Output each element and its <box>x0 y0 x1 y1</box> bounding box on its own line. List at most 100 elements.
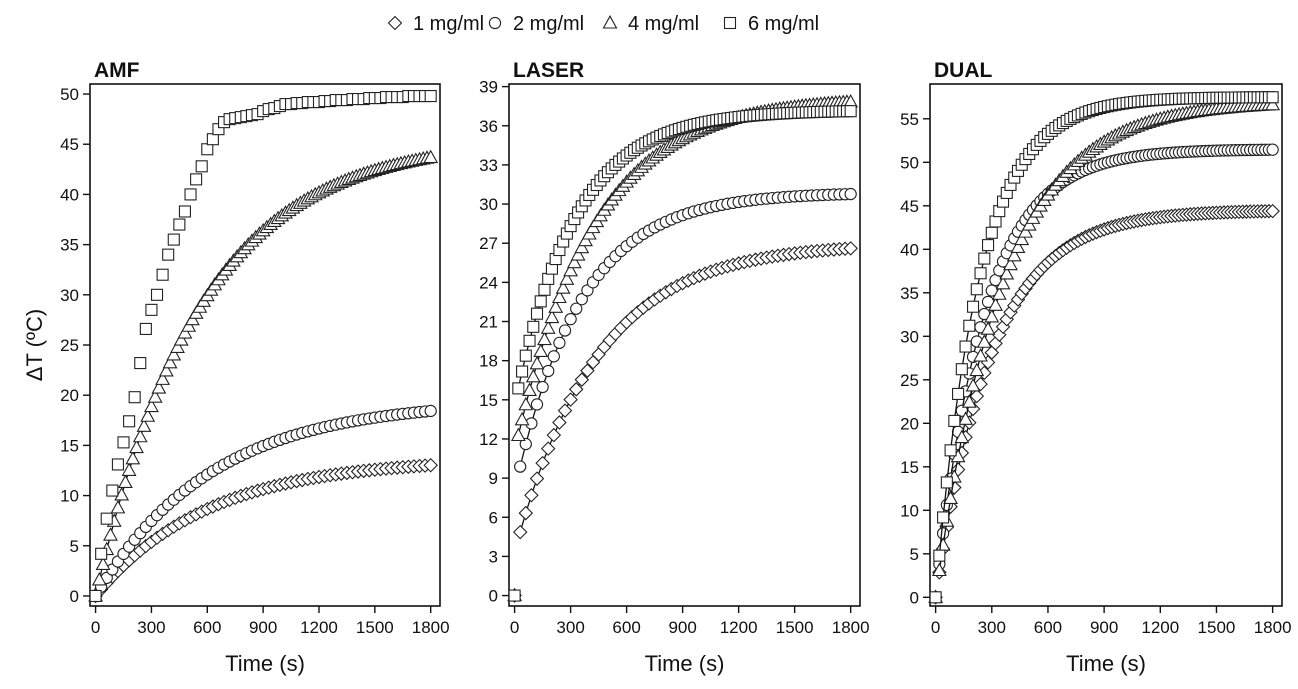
data-point <box>424 89 437 103</box>
x-axis-label: Time (s) <box>1066 651 1146 676</box>
y-tick-label: 25 <box>60 336 79 355</box>
x-tick-label: 600 <box>193 618 221 637</box>
data-point <box>976 334 992 348</box>
data-point <box>555 280 571 294</box>
data-point <box>524 488 539 503</box>
data-point <box>525 368 541 383</box>
data-point <box>538 283 551 296</box>
x-tick-label: 0 <box>931 618 940 637</box>
data-point <box>843 241 858 256</box>
series-6-mg-ml <box>89 89 437 603</box>
data-point <box>933 549 946 562</box>
data-point <box>134 357 147 370</box>
data-point <box>943 490 959 505</box>
data-point <box>136 418 152 432</box>
data-point <box>985 226 998 239</box>
data-point <box>530 307 544 320</box>
y-tick-label: 0 <box>489 587 498 606</box>
chart-panel-laser: 0 300 600 900 1200 1500 1800036912151821242730… <box>479 59 870 676</box>
data-point <box>1265 203 1280 219</box>
data-point <box>530 398 544 411</box>
data-point <box>1021 217 1037 231</box>
data-point <box>144 398 159 413</box>
data-point <box>516 365 529 378</box>
data-point <box>206 133 219 146</box>
data-point <box>190 173 203 186</box>
data-point <box>534 295 547 308</box>
data-point <box>158 362 174 377</box>
data-point <box>519 437 532 451</box>
y-tick-label: 50 <box>900 153 919 172</box>
data-point <box>557 403 573 418</box>
data-point <box>100 512 113 525</box>
data-point <box>111 458 124 471</box>
data-point <box>129 439 144 454</box>
data-point <box>423 458 438 473</box>
data-point <box>523 334 536 347</box>
chart-panel-amf: 0 300 600 900 1200 1500 1800 0 5 10 15 20 25 30 35 40 45… <box>22 59 450 676</box>
data-point <box>969 362 985 377</box>
data-point <box>162 354 178 369</box>
legend-label: 4 mg/ml <box>628 13 699 35</box>
data-point <box>542 272 555 285</box>
x-tick-label: 1800 <box>412 618 450 637</box>
data-point <box>91 571 107 586</box>
data-point <box>128 391 141 404</box>
x-tick-label: 1500 <box>776 618 814 637</box>
data-point <box>988 297 1003 311</box>
y-tick-label: 36 <box>479 117 498 136</box>
data-point <box>537 331 552 346</box>
y-tick-label: 45 <box>60 135 79 154</box>
data-point <box>139 322 152 335</box>
data-point <box>568 382 584 397</box>
data-point <box>1266 91 1279 104</box>
data-point <box>552 415 567 430</box>
data-point <box>95 547 108 560</box>
data-point <box>110 499 126 514</box>
triangle-icon <box>602 15 618 29</box>
y-tick-label: 20 <box>60 386 79 405</box>
fit-line <box>938 104 1273 571</box>
data-point <box>935 537 951 551</box>
data-point <box>527 320 540 333</box>
y-tick-label: 40 <box>900 240 919 259</box>
data-point <box>978 252 991 265</box>
data-point <box>952 387 965 400</box>
y-tick-label: 10 <box>60 487 79 506</box>
data-point <box>929 591 942 604</box>
data-point <box>547 350 560 363</box>
chart-panels: 0 300 600 900 1200 1500 1800051015202530354045… <box>22 59 1292 676</box>
data-point <box>514 460 527 473</box>
data-point <box>103 527 118 541</box>
legend-entry: 2 mg/ml <box>488 13 584 35</box>
x-tick-label: 0 <box>91 618 100 637</box>
y-tick-label: 39 <box>479 78 498 97</box>
y-tick-label: 55 <box>900 110 919 129</box>
data-point <box>553 336 566 350</box>
data-point <box>546 427 562 443</box>
data-point <box>529 355 545 370</box>
data-point <box>570 302 583 315</box>
x-tick-label: 1800 <box>832 618 870 637</box>
data-point <box>1018 224 1033 238</box>
legend: 1 mg/ml 2 mg/ml 4 mg/ml 6 mg/ml <box>387 13 819 35</box>
y-tick-label: 30 <box>60 286 79 305</box>
series-6-mg-ml <box>929 91 1279 604</box>
data-point <box>173 218 186 231</box>
y-tick-label: 15 <box>900 458 919 477</box>
data-point <box>563 262 579 277</box>
panel-title: DUAL <box>934 59 992 82</box>
data-point <box>574 372 590 387</box>
x-tick-label: 300 <box>137 618 165 637</box>
x-tick-label: 0 <box>510 618 519 637</box>
data-point <box>178 205 191 218</box>
data-point <box>514 411 530 426</box>
fit-line <box>100 410 431 588</box>
series-2-mg-ml <box>508 187 857 602</box>
data-point <box>512 382 525 395</box>
legend-label: 2 mg/ml <box>513 13 584 35</box>
data-point <box>95 556 111 571</box>
y-tick-label: 0 <box>910 588 919 607</box>
data-point <box>424 404 437 418</box>
